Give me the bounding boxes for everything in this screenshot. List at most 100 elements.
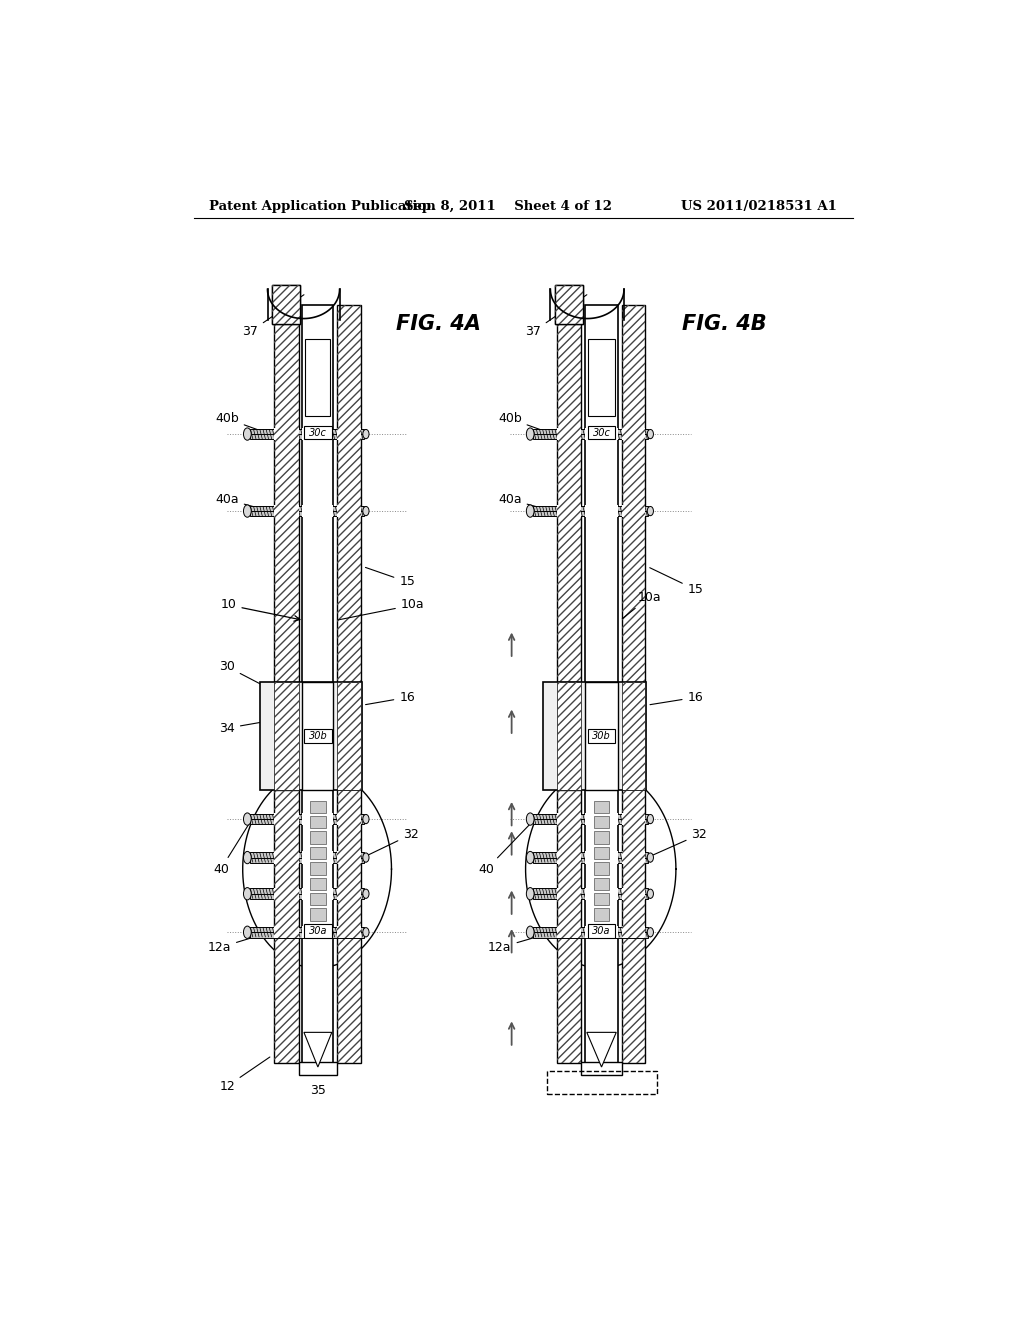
Text: 40: 40: [213, 821, 251, 875]
Bar: [273, 813, 299, 825]
Bar: [586, 428, 617, 441]
Ellipse shape: [526, 927, 535, 939]
Bar: [586, 682, 617, 789]
Bar: [582, 1061, 622, 1074]
Bar: [310, 847, 326, 859]
Bar: [622, 504, 645, 517]
Bar: [273, 428, 299, 441]
Ellipse shape: [647, 814, 653, 824]
Ellipse shape: [362, 814, 369, 824]
Bar: [273, 789, 299, 1063]
Bar: [622, 504, 645, 517]
Bar: [594, 832, 609, 843]
Bar: [337, 927, 360, 939]
Bar: [273, 851, 299, 863]
Text: 40a: 40a: [215, 492, 267, 511]
Bar: [534, 853, 648, 863]
Text: 37: 37: [525, 294, 587, 338]
Text: 30a: 30a: [308, 925, 327, 936]
Bar: [337, 504, 360, 517]
Bar: [586, 305, 617, 1063]
Ellipse shape: [362, 507, 369, 516]
Text: 34: 34: [219, 721, 268, 735]
Ellipse shape: [526, 887, 535, 900]
Ellipse shape: [244, 813, 251, 825]
Bar: [337, 682, 360, 789]
Bar: [302, 682, 334, 789]
Bar: [273, 682, 299, 789]
Bar: [273, 428, 299, 441]
Bar: [557, 305, 582, 682]
Bar: [272, 285, 300, 323]
Ellipse shape: [526, 851, 535, 863]
Bar: [557, 682, 582, 789]
Text: 30b: 30b: [308, 731, 328, 741]
Ellipse shape: [244, 887, 251, 900]
Ellipse shape: [647, 429, 653, 438]
Bar: [588, 729, 615, 743]
Ellipse shape: [526, 428, 535, 441]
Text: Patent Application Publication: Patent Application Publication: [209, 199, 436, 213]
Bar: [273, 682, 299, 789]
Text: 30c: 30c: [309, 428, 327, 437]
Bar: [337, 851, 360, 863]
Bar: [622, 887, 645, 900]
Bar: [594, 847, 609, 859]
Bar: [534, 927, 648, 937]
Ellipse shape: [526, 506, 535, 517]
Text: 10a: 10a: [623, 591, 660, 619]
Polygon shape: [587, 1032, 616, 1067]
Bar: [302, 813, 334, 825]
Bar: [594, 908, 609, 921]
Text: 12a: 12a: [208, 933, 267, 954]
Bar: [594, 878, 609, 890]
Bar: [557, 789, 582, 1063]
Bar: [251, 853, 364, 863]
Bar: [310, 862, 326, 875]
Text: 35: 35: [310, 1084, 326, 1097]
Bar: [594, 862, 609, 875]
Bar: [304, 729, 332, 743]
Bar: [622, 813, 645, 825]
Text: Sep. 8, 2011    Sheet 4 of 12: Sep. 8, 2011 Sheet 4 of 12: [403, 199, 611, 213]
Bar: [337, 305, 360, 1063]
Text: 30b: 30b: [592, 731, 611, 741]
Text: 40b: 40b: [498, 412, 550, 433]
Text: 10: 10: [220, 598, 300, 622]
Bar: [589, 339, 614, 416]
Text: 37: 37: [243, 294, 304, 338]
Text: 10a: 10a: [338, 598, 424, 620]
Ellipse shape: [362, 928, 369, 937]
Bar: [337, 305, 360, 1063]
Bar: [304, 924, 332, 937]
Bar: [586, 851, 617, 863]
Bar: [310, 894, 326, 906]
Bar: [622, 682, 645, 789]
Ellipse shape: [362, 890, 369, 899]
Bar: [273, 305, 299, 682]
Bar: [310, 908, 326, 921]
Text: 32: 32: [366, 828, 419, 857]
Bar: [622, 682, 645, 789]
Ellipse shape: [526, 813, 535, 825]
Bar: [594, 800, 609, 813]
Bar: [622, 428, 645, 441]
Ellipse shape: [647, 507, 653, 516]
Text: 16: 16: [650, 690, 703, 705]
Text: 40b: 40b: [215, 412, 267, 433]
Bar: [337, 504, 360, 517]
Bar: [557, 789, 582, 1063]
Bar: [299, 1061, 337, 1074]
Bar: [337, 851, 360, 863]
Text: FIG. 4A: FIG. 4A: [395, 314, 480, 334]
Ellipse shape: [244, 428, 251, 441]
Bar: [622, 927, 645, 939]
Bar: [310, 832, 326, 843]
Bar: [622, 887, 645, 900]
Bar: [586, 887, 617, 900]
Text: 30: 30: [219, 660, 269, 689]
Ellipse shape: [244, 851, 251, 863]
Bar: [534, 429, 648, 440]
Bar: [588, 425, 615, 440]
Text: 40: 40: [478, 821, 532, 875]
